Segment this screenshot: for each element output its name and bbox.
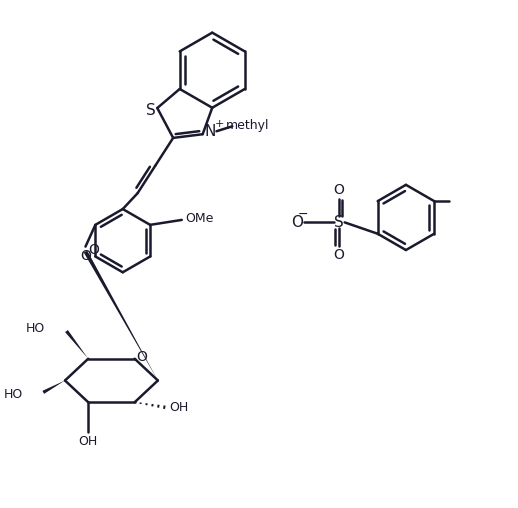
Text: N: N <box>205 124 216 139</box>
Text: +: + <box>215 119 224 130</box>
Text: methyl: methyl <box>225 119 269 132</box>
Polygon shape <box>42 380 65 394</box>
Text: OH: OH <box>79 435 98 448</box>
Text: OH: OH <box>169 401 189 414</box>
Text: HO: HO <box>25 322 45 335</box>
Text: O: O <box>291 215 303 230</box>
Text: OMe: OMe <box>185 212 214 226</box>
Text: −: − <box>298 208 308 221</box>
Text: O: O <box>333 183 344 197</box>
Text: O: O <box>80 249 91 264</box>
Polygon shape <box>84 250 158 380</box>
Text: S: S <box>147 103 156 117</box>
Text: O: O <box>88 242 99 257</box>
Text: O: O <box>333 248 344 262</box>
Text: HO: HO <box>4 388 23 401</box>
Text: S: S <box>334 215 343 230</box>
Polygon shape <box>65 330 88 359</box>
Text: O: O <box>136 350 147 364</box>
